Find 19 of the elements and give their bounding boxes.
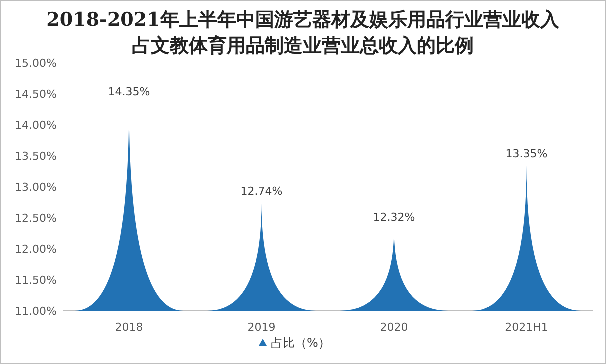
x-tick-label: 2018 bbox=[115, 321, 144, 334]
data-label: 12.32% bbox=[373, 211, 416, 224]
chart-title: 2018-2021年上半年中国游艺器材及娱乐用品行业营业收入占文教体育用品制造业营业总收入的比例 bbox=[46, 9, 560, 57]
y-tick-label: 13.50% bbox=[15, 150, 57, 163]
data-label: 12.74% bbox=[240, 185, 283, 198]
y-tick-label: 14.50% bbox=[15, 88, 57, 101]
y-tick-label: 15.00% bbox=[15, 57, 57, 70]
data-label: 14.35% bbox=[108, 85, 150, 98]
legend-label: 占比（%） bbox=[271, 336, 330, 350]
x-tick-label: 2020 bbox=[380, 321, 408, 334]
data-label: 13.35% bbox=[506, 147, 548, 160]
y-tick-label: 14.00% bbox=[15, 119, 57, 132]
y-tick-label: 12.00% bbox=[15, 243, 57, 256]
x-tick-label: 2021H1 bbox=[505, 321, 548, 334]
y-tick-label: 12.50% bbox=[15, 212, 57, 225]
y-tick-label: 13.00% bbox=[15, 181, 57, 194]
x-tick-label: 2019 bbox=[248, 321, 276, 334]
y-tick-label: 11.00% bbox=[15, 305, 57, 318]
y-tick-label: 11.50% bbox=[15, 274, 57, 287]
